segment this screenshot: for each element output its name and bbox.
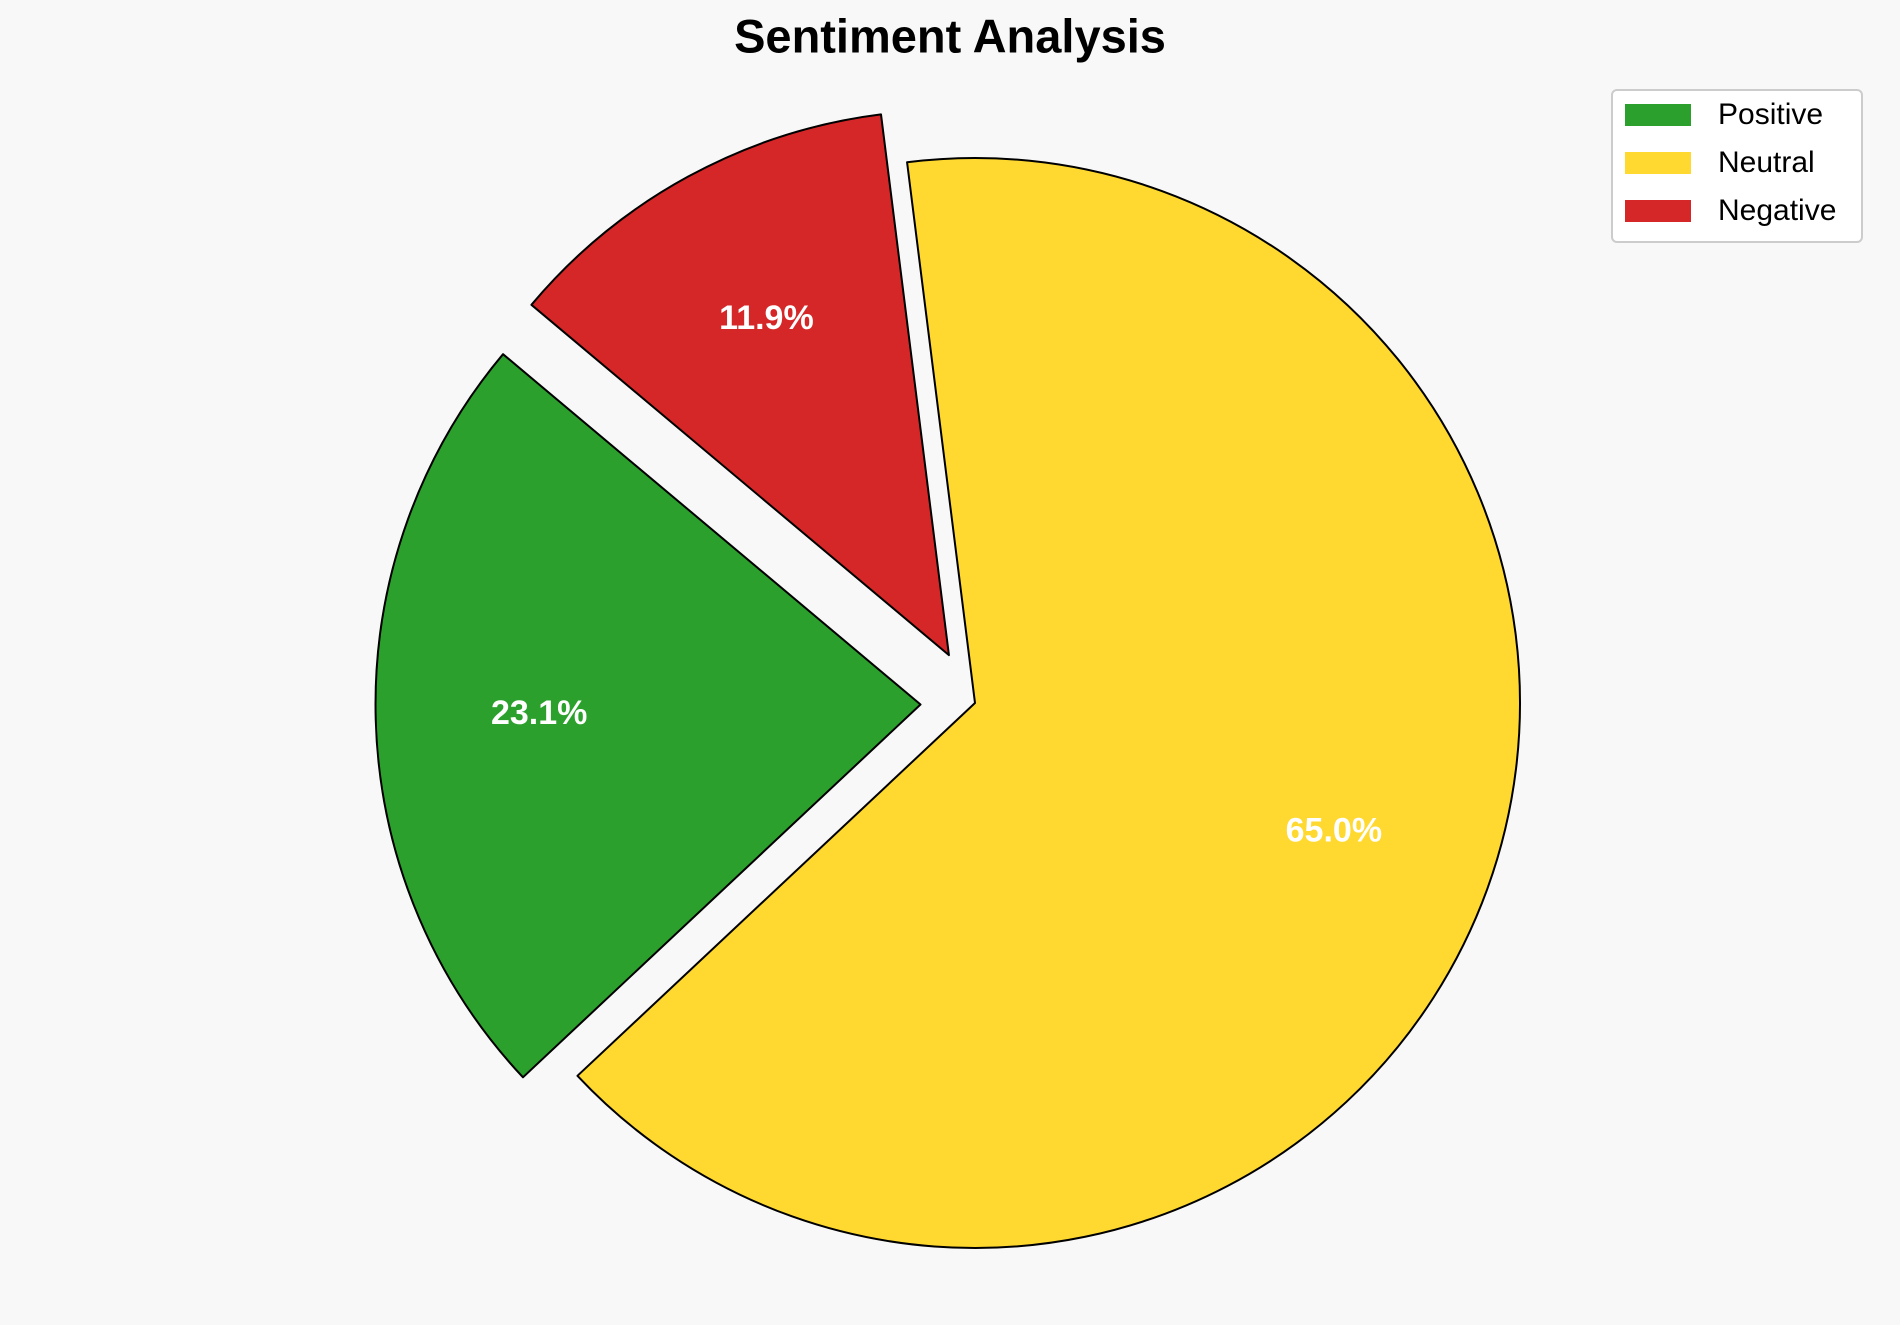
slice-label: 23.1% [491,694,587,732]
legend-label: Positive [1718,98,1823,131]
pie-slice [374,353,922,1079]
slice-label: 65.0% [1286,811,1382,849]
legend-label: Negative [1718,194,1836,227]
legend-swatch [1625,200,1691,222]
pie-slice [576,157,1521,1249]
legend-label: Neutral [1718,146,1815,179]
legend-swatch [1625,152,1691,174]
pie-slice [530,113,950,657]
slice-label: 11.9% [719,299,814,337]
chart-title: Sentiment Analysis [734,9,1166,62]
legend-swatch [1625,104,1691,126]
